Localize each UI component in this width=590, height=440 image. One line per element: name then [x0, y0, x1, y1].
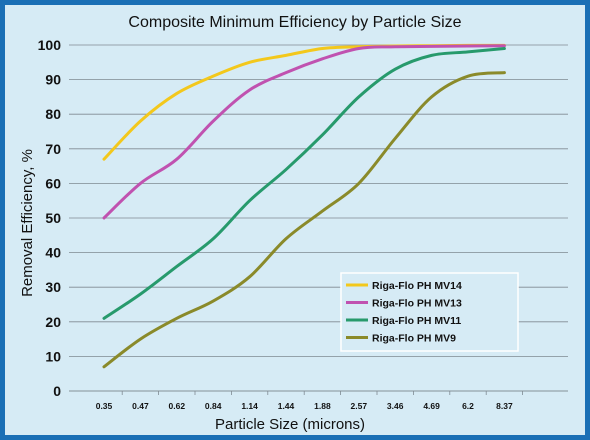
x-axis-ticks: 0.35 0.47 0.62 0.84 1.14 1.44 1.88 2.57 3.46 4.69…	[96, 391, 523, 411]
y-tick-label: 80	[45, 106, 61, 122]
y-tick-label: 70	[45, 141, 61, 157]
x-tick-label: 0.35	[96, 401, 113, 411]
y-tick-label: 40	[45, 245, 61, 261]
y-tick-label: 50	[45, 210, 61, 226]
x-tick-label: 4.69	[423, 401, 440, 411]
legend-entry: Riga-Flo PH MV14	[372, 280, 462, 292]
chart-title: Composite Minimum Efficiency by Particle…	[128, 14, 461, 31]
legend-entry: Riga-Flo PH MV13	[372, 298, 462, 310]
y-axis-label: Removal Efficiency, %	[19, 149, 36, 297]
x-tick-label: 1.14	[241, 401, 258, 411]
x-tick-label: 3.46	[387, 401, 404, 411]
series-line-2	[102, 46, 506, 320]
chart-frame: Composite Minimum Efficiency by Particle…	[5, 5, 585, 435]
x-tick-label: 1.88	[314, 401, 331, 411]
series-line-0	[102, 43, 506, 161]
x-tick-label: 0.47	[132, 401, 149, 411]
x-tick-label: 8.37	[496, 401, 513, 411]
x-tick-label: 1.44	[278, 401, 295, 411]
legend-box	[340, 272, 519, 352]
y-tick-label: 0	[53, 383, 61, 399]
x-axis-label: Particle Size (microns)	[215, 416, 365, 433]
y-axis-ticks: 0 10 20 30 40 50 60 70 80 90 100	[38, 37, 62, 399]
series-lines	[102, 43, 506, 369]
series-line-1	[102, 44, 506, 220]
grid	[69, 44, 568, 392]
x-tick-label: 2.57	[351, 401, 368, 411]
legend: Riga-Flo PH MV14 Riga-Flo PH MV13 Riga-Flo…	[340, 272, 519, 352]
series-line-3	[102, 71, 506, 369]
line-chart: Composite Minimum Efficiency by Particle…	[19, 14, 568, 433]
y-tick-label: 100	[38, 37, 62, 53]
y-tick-label: 90	[45, 72, 61, 88]
y-tick-label: 10	[45, 348, 61, 364]
y-tick-label: 30	[45, 279, 61, 295]
legend-entry: Riga-Flo PH MV9	[372, 333, 456, 345]
x-tick-label: 6.2	[462, 401, 474, 411]
y-tick-label: 60	[45, 175, 61, 191]
x-tick-label: 0.62	[169, 401, 186, 411]
y-tick-label: 20	[45, 314, 61, 330]
x-tick-label: 0.84	[205, 401, 222, 411]
legend-entry: Riga-Flo PH MV11	[372, 315, 461, 327]
